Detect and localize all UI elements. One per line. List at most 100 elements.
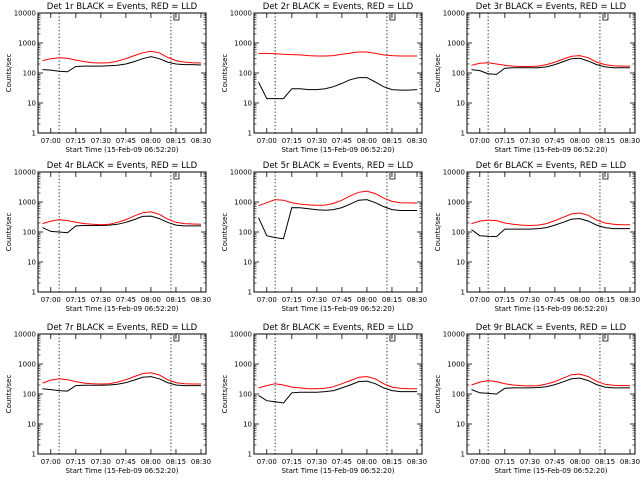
y-tick-label: 1 (32, 289, 36, 297)
y-tick-label: 10 (243, 259, 252, 267)
y-axis-label: Counts/sec (221, 54, 229, 93)
y-tick-label: 1000 (18, 199, 36, 207)
series-line-lld (258, 376, 417, 390)
y-tick-label: 10 (456, 259, 465, 267)
x-tick-label: 07:30 (307, 137, 327, 145)
y-tick-label: 1 (248, 451, 252, 459)
bracket-mark (173, 173, 180, 180)
y-tick-label: 10000 (230, 169, 252, 177)
x-tick-label: 08:30 (191, 137, 211, 145)
plot-frame (253, 12, 423, 134)
y-tick-label: 10000 (230, 10, 252, 18)
x-tick-label: 07:45 (332, 458, 352, 466)
y-tick-label: 1000 (18, 361, 36, 369)
x-tick-label: 08:30 (620, 137, 640, 145)
plot-frame (253, 333, 423, 455)
series-line-events (258, 77, 418, 100)
x-tick-label: 08:15 (382, 458, 402, 466)
y-tick-label: 10000 (443, 169, 465, 177)
series-line-events (258, 199, 417, 240)
y-tick-label: 1000 (18, 40, 36, 48)
panel-1: Det 1r BLACK = Events, RED = LLD 1 10 100 10… (5, 2, 211, 154)
x-tick-label: 08:30 (407, 296, 427, 304)
x-tick-label: 07:00 (41, 458, 61, 466)
x-tick-label: 07:00 (470, 137, 490, 145)
x-axis-label: Start Time (15-Feb-09 06:52:20) (494, 467, 607, 475)
plot-frame (253, 171, 423, 293)
bracket-mark (602, 335, 609, 342)
series-line-events (42, 376, 201, 392)
y-axis-label: Counts/sec (5, 375, 13, 414)
x-tick-label: 07:45 (332, 296, 352, 304)
y-tick-label: 100 (452, 391, 465, 399)
x-tick-label: 08:00 (357, 458, 377, 466)
x-tick-label: 08:15 (166, 458, 186, 466)
y-tick-label: 100 (239, 70, 252, 78)
panel-7: Det 7r BLACK = Events, RED = LLD 1 10 100 10… (5, 323, 211, 475)
x-tick-label: 08:15 (595, 137, 615, 145)
x-axis-label: Start Time (15-Feb-09 06:52:20) (281, 305, 394, 313)
x-tick-label: 08:00 (141, 296, 161, 304)
x-axis-label: Start Time (15-Feb-09 06:52:20) (65, 146, 178, 154)
panel-title: Det 2r BLACK = Events, RED = LLD (263, 2, 414, 12)
y-tick-label: 1 (461, 451, 465, 459)
y-tick-label: 1 (248, 130, 252, 138)
panel-title: Det 6r BLACK = Events, RED = LLD (476, 161, 627, 171)
series-line-events (471, 377, 630, 395)
x-tick-label: 07:00 (41, 137, 61, 145)
y-tick-label: 10000 (14, 331, 36, 339)
x-tick-label: 07:15 (66, 458, 86, 466)
x-tick-label: 07:00 (470, 296, 490, 304)
plot-frame (466, 12, 636, 134)
y-tick-label: 10 (456, 100, 465, 108)
x-tick-label: 07:30 (520, 458, 540, 466)
series-line-events (258, 380, 417, 404)
x-tick-label: 08:00 (141, 458, 161, 466)
series-line-events (471, 57, 630, 75)
x-tick-label: 08:15 (595, 458, 615, 466)
x-tick-label: 07:30 (91, 137, 111, 145)
series-line-lld (471, 373, 630, 387)
panel-4: Det 4r BLACK = Events, RED = LLD 1 10 100 10… (5, 161, 211, 313)
panel-6: Det 6r BLACK = Events, RED = LLD 1 10 100 10… (434, 161, 640, 313)
panel-3: Det 3r BLACK = Events, RED = LLD 1 10 100 10… (434, 2, 640, 154)
x-axis-label: Start Time (15-Feb-09 06:52:20) (494, 305, 607, 313)
y-tick-label: 100 (452, 229, 465, 237)
x-tick-label: 07:30 (520, 296, 540, 304)
x-tick-label: 07:30 (91, 458, 111, 466)
x-tick-label: 08:15 (166, 137, 186, 145)
y-tick-label: 10000 (14, 169, 36, 177)
y-tick-label: 1000 (234, 40, 252, 48)
plot-frame (466, 171, 636, 293)
y-tick-label: 1 (461, 289, 465, 297)
x-tick-label: 08:00 (570, 458, 590, 466)
x-tick-label: 07:15 (66, 137, 86, 145)
x-tick-label: 08:00 (570, 296, 590, 304)
y-tick-label: 1 (32, 451, 36, 459)
y-tick-label: 1 (248, 289, 252, 297)
x-tick-label: 07:00 (257, 458, 277, 466)
y-axis-label: Counts/sec (5, 213, 13, 252)
series-line-lld (42, 211, 202, 226)
x-tick-label: 07:30 (520, 137, 540, 145)
x-tick-label: 08:30 (407, 458, 427, 466)
x-tick-label: 08:00 (357, 137, 377, 145)
panel-title: Det 5r BLACK = Events, RED = LLD (263, 161, 414, 171)
y-tick-label: 100 (23, 391, 36, 399)
y-tick-label: 10 (456, 421, 465, 429)
series-line-events (42, 215, 201, 234)
y-axis-label: Counts/sec (221, 213, 229, 252)
y-axis-label: Counts/sec (434, 213, 442, 252)
x-tick-label: 07:15 (282, 296, 302, 304)
series-line-lld (42, 50, 202, 64)
plot-frame (37, 333, 207, 455)
y-tick-label: 1 (32, 130, 36, 138)
x-tick-label: 08:15 (166, 296, 186, 304)
panel-title: Det 9r BLACK = Events, RED = LLD (476, 323, 627, 333)
x-tick-label: 07:45 (116, 137, 136, 145)
x-tick-label: 07:00 (257, 296, 277, 304)
x-tick-label: 07:45 (116, 296, 136, 304)
y-tick-label: 100 (239, 229, 252, 237)
x-tick-label: 07:15 (495, 296, 515, 304)
